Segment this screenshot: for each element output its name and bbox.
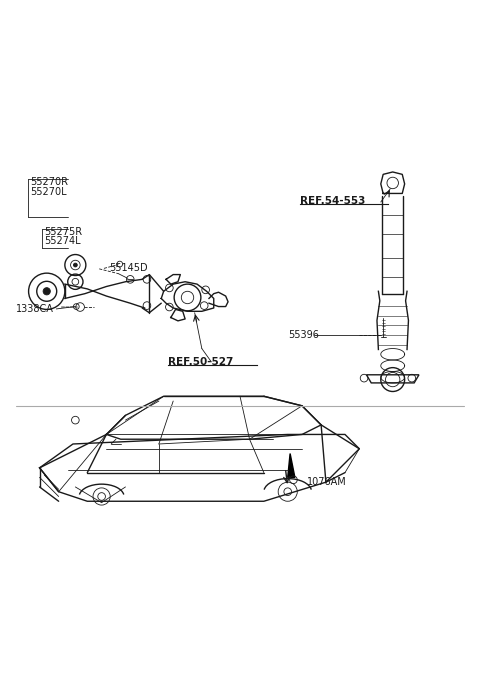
Circle shape [73,263,77,267]
Circle shape [43,287,50,295]
Text: 55274L: 55274L [44,236,81,246]
Text: REF.50-527: REF.50-527 [168,357,234,367]
Text: 1076AM: 1076AM [307,477,347,487]
Text: 55270L: 55270L [30,187,67,197]
Text: REF.54-553: REF.54-553 [300,196,365,205]
Text: 1338CA: 1338CA [16,304,54,314]
Polygon shape [288,454,295,477]
Text: 55270R: 55270R [30,178,68,188]
Text: 55275R: 55275R [44,226,83,237]
Text: 55396: 55396 [288,330,319,340]
Text: 55145D: 55145D [109,263,147,273]
